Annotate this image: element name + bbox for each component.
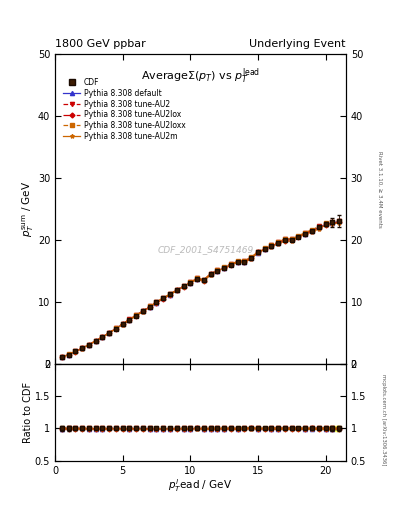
Text: 1800 GeV ppbar: 1800 GeV ppbar — [55, 38, 146, 49]
Text: Rivet 3.1.10, ≥ 3.4M events: Rivet 3.1.10, ≥ 3.4M events — [377, 151, 382, 228]
Text: mcplots.cern.ch [arXiv:1306.3436]: mcplots.cern.ch [arXiv:1306.3436] — [381, 374, 386, 465]
Y-axis label: $p_T^{\rm sum}$ / GeV: $p_T^{\rm sum}$ / GeV — [21, 181, 37, 237]
Legend: CDF, Pythia 8.308 default, Pythia 8.308 tune-AU2, Pythia 8.308 tune-AU2lox, Pyth: CDF, Pythia 8.308 default, Pythia 8.308 … — [62, 76, 187, 143]
Text: Average$\Sigma$($p_T$) vs $p_T^{\rm lead}$: Average$\Sigma$($p_T$) vs $p_T^{\rm lead… — [141, 66, 260, 86]
X-axis label: $p_T^l{\rm ead}$ / GeV: $p_T^l{\rm ead}$ / GeV — [168, 477, 233, 494]
Text: CDF_2001_S4751469: CDF_2001_S4751469 — [158, 245, 254, 253]
Text: Underlying Event: Underlying Event — [249, 38, 346, 49]
Y-axis label: Ratio to CDF: Ratio to CDF — [24, 382, 33, 443]
